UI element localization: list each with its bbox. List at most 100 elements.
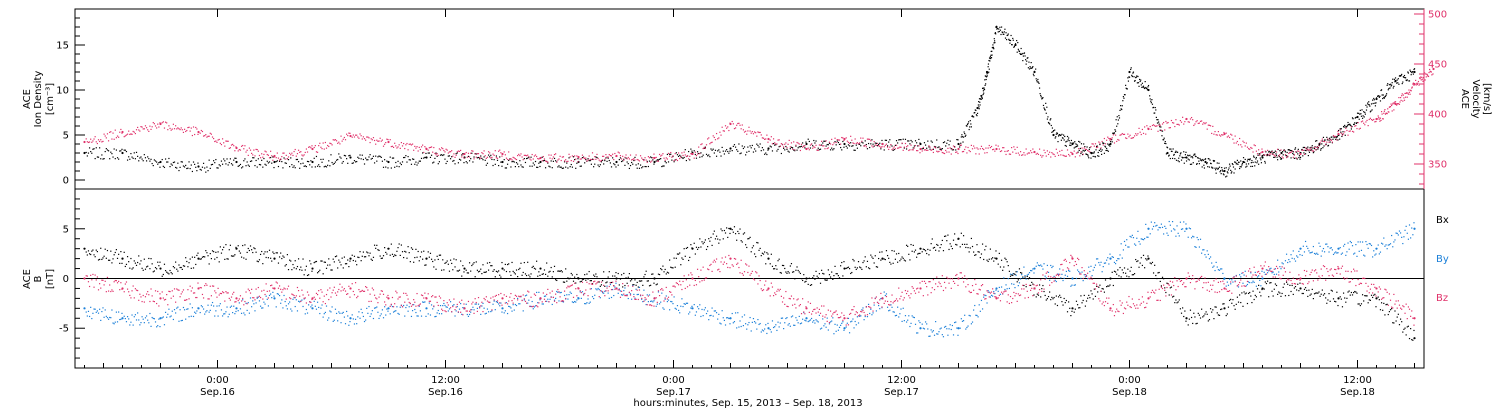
bx-dot: [110, 250, 112, 252]
density-dot: [401, 161, 404, 163]
density-dot: [96, 156, 98, 158]
bx-dot: [1315, 292, 1317, 294]
bx-dot: [766, 252, 768, 254]
velocity-dot: [1092, 143, 1094, 145]
velocity-dot: [1042, 155, 1044, 157]
velocity-dot: [1348, 130, 1350, 132]
velocity-dot: [309, 146, 311, 148]
bx-point-28: [1147, 257, 1150, 260]
by-dot: [707, 310, 709, 312]
bx-dot: [549, 270, 551, 272]
density-dot: [1294, 148, 1296, 150]
by-dot: [826, 317, 828, 319]
density-dot: [290, 157, 292, 159]
density-dot: [1035, 78, 1037, 80]
velocity-dot: [966, 152, 968, 154]
velocity-dot: [606, 156, 608, 158]
bx-dot: [453, 258, 455, 260]
by-dot: [229, 306, 231, 308]
by-dot: [158, 318, 160, 320]
by-dot: [318, 306, 320, 309]
velocity-dot: [1226, 136, 1228, 138]
density-dot: [348, 155, 350, 157]
bx-dot: [522, 271, 524, 274]
bx-dot: [1280, 295, 1282, 297]
density-dot: [965, 134, 967, 136]
velocity-dot: [901, 142, 903, 144]
density-dot: [856, 147, 858, 149]
velocity-dot: [977, 148, 979, 150]
by-dot: [150, 325, 152, 327]
density-point-15: [653, 160, 656, 164]
by-dot: [893, 311, 895, 313]
density-dot: [125, 150, 128, 153]
density-dot: [1137, 82, 1140, 84]
density-dot: [1358, 112, 1360, 114]
velocity-dot: [854, 138, 856, 140]
density-dot: [894, 144, 896, 146]
velocity-dot: [689, 155, 691, 157]
density-dot: [1401, 73, 1403, 76]
density-dot: [1193, 154, 1195, 156]
density-dot: [949, 140, 951, 142]
velocity-dot: [745, 130, 747, 132]
by-dot: [446, 306, 448, 308]
velocity-dot: [1283, 149, 1285, 152]
density-dot: [663, 165, 665, 167]
by-dot: [758, 323, 760, 326]
density-dot: [226, 158, 228, 160]
bx-dot: [1320, 293, 1322, 295]
density-dot: [1237, 163, 1239, 165]
bx-dot: [1114, 271, 1117, 273]
bx-dot: [503, 269, 505, 271]
velocity-dot: [112, 132, 114, 134]
density-dot: [549, 166, 551, 168]
velocity-dot: [481, 152, 483, 154]
density-dot: [134, 158, 136, 160]
by-dot: [571, 301, 573, 303]
velocity-dot: [1398, 103, 1401, 105]
density-dot: [885, 139, 888, 141]
by-dot: [774, 326, 776, 328]
bx-dot: [1092, 298, 1094, 300]
by-dot: [115, 311, 117, 313]
by-dot: [517, 297, 519, 299]
density-dot: [1037, 78, 1039, 81]
density-dot: [1126, 88, 1128, 90]
density-dot: [997, 27, 999, 30]
bx-dot: [1335, 301, 1337, 303]
bx-dot: [486, 262, 489, 264]
velocity-dot: [1164, 129, 1166, 131]
density-dot: [1074, 146, 1076, 148]
legend-bz: Bz: [1436, 293, 1448, 304]
velocity-dot: [291, 152, 293, 154]
bx-dot: [157, 261, 159, 263]
velocity-dot: [594, 156, 596, 158]
density-dot: [367, 159, 369, 161]
bx-dot: [1175, 299, 1177, 301]
bx-dot: [833, 275, 835, 277]
bx-dot: [496, 271, 499, 273]
density-dot: [1215, 172, 1217, 174]
velocity-dot: [1188, 121, 1190, 123]
velocity-dot: [667, 152, 670, 155]
bx-dot: [695, 246, 698, 248]
density-dot: [132, 157, 134, 159]
bx-dot: [969, 247, 971, 249]
bx-dot: [894, 258, 896, 260]
density-dot: [776, 150, 778, 152]
bx-dot: [321, 260, 323, 262]
velocity-dot: [1417, 80, 1420, 83]
bx-dot: [1036, 293, 1038, 295]
by-dot: [293, 297, 295, 299]
density-dot: [961, 136, 964, 138]
velocity-dot: [880, 146, 882, 149]
bx-dot: [940, 244, 942, 246]
density-dot: [721, 146, 723, 149]
bx-dot: [594, 275, 596, 277]
density-dot: [1113, 133, 1115, 135]
density-dot: [598, 165, 600, 168]
velocity-dot: [1250, 146, 1252, 149]
density-dot: [423, 157, 425, 159]
velocity-dot: [356, 134, 358, 136]
